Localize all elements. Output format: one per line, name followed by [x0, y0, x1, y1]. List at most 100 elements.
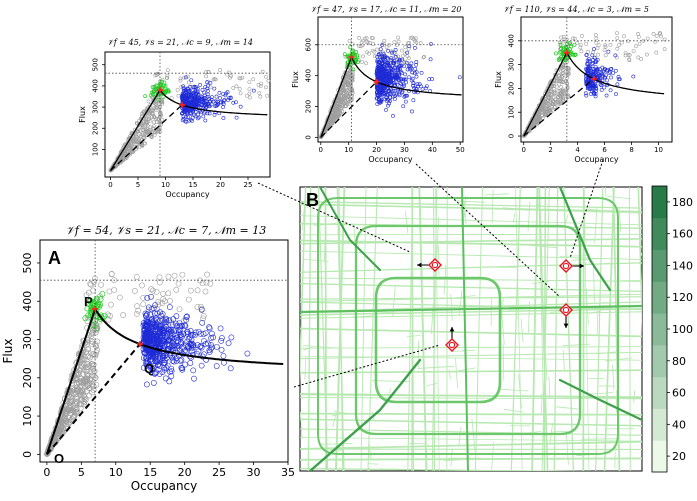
q-marker [373, 78, 380, 85]
congested-point [414, 60, 419, 64]
x-tick-label: 30 [400, 146, 409, 154]
outlier-point [178, 76, 183, 81]
outlier-point [372, 54, 377, 59]
free-flow-point [91, 368, 98, 375]
congested-point [180, 97, 185, 102]
x-tick-label: 10 [161, 181, 170, 189]
congested-point [178, 350, 185, 356]
colorbar-step [652, 217, 667, 251]
outlier-point [360, 60, 364, 64]
outlier-point [421, 55, 426, 60]
congested-point [375, 54, 380, 59]
outlier-point [154, 73, 159, 77]
congested-point [397, 91, 402, 96]
outlier-point [155, 299, 161, 305]
congested-point [393, 65, 398, 70]
congested-point [400, 57, 405, 62]
peak-point [84, 305, 91, 312]
outlier-point [266, 78, 271, 83]
congested-point [400, 89, 405, 94]
peak-point [152, 85, 157, 90]
outlier-point [150, 287, 156, 294]
outlier-point [175, 88, 180, 92]
outlier-point [185, 74, 190, 79]
congested-point [212, 86, 217, 91]
congested-point [162, 352, 169, 359]
outlier-point [258, 94, 263, 99]
free-flow-fit-line [109, 89, 161, 171]
congested-point [394, 70, 399, 75]
congested-point [394, 55, 398, 59]
congested-point [207, 97, 211, 101]
congested-point [149, 351, 156, 358]
outlier-point [396, 39, 401, 44]
q-marker [136, 341, 143, 348]
congested-point [403, 99, 408, 104]
congested-point [218, 100, 223, 104]
x-tick-label: 6 [602, 146, 607, 154]
congested-point [182, 361, 189, 368]
free-flow-point [152, 120, 156, 125]
outlier-point [134, 310, 140, 317]
congested-point [173, 355, 180, 361]
free-flow-point [81, 395, 88, 402]
peak-marker [348, 54, 355, 61]
free-flow-point [82, 379, 88, 386]
congested-point [143, 381, 150, 388]
free-flow-point [71, 402, 78, 409]
colorbar-tick-label: 140 [672, 259, 693, 272]
congested-point [178, 356, 185, 363]
outlier-point [139, 282, 145, 289]
free-flow-point [160, 101, 165, 106]
minor-road [324, 187, 328, 471]
congested-point [208, 335, 215, 341]
free-flow-point [71, 408, 77, 415]
congested-point [212, 112, 217, 117]
outlier-point [175, 280, 182, 287]
q-marker [179, 101, 185, 108]
congested-point [188, 331, 194, 338]
congested-point [413, 45, 417, 50]
free-flow-point [81, 401, 87, 408]
outlier-point [91, 279, 97, 286]
free-flow-point [140, 132, 145, 137]
outlier-point [213, 77, 218, 82]
congested-point [221, 105, 225, 110]
congested-point [196, 112, 200, 117]
congested-point [147, 350, 154, 356]
congested-point [186, 88, 190, 93]
colorbar-tick-label: 160 [672, 228, 693, 241]
peak-point [352, 53, 357, 58]
x-axis-label: Occupancy [368, 155, 413, 164]
free-flow-point [147, 105, 152, 110]
y-tick-label: 400 [305, 69, 313, 82]
inset-b2: 𝒱f = 47, 𝒱s = 17, 𝒩c = 11, 𝒩m = 20 0 10 20… [291, 5, 465, 164]
congested-fit-curve [94, 308, 284, 365]
free-flow-fit-line [320, 56, 353, 138]
outlier-point [229, 73, 234, 78]
congested-point [143, 329, 149, 336]
congested-point [184, 115, 189, 120]
free-flow-point [344, 104, 348, 109]
peak-point [161, 94, 166, 99]
congested-point [405, 93, 409, 98]
congested-point [376, 60, 381, 65]
congested-point [195, 116, 200, 121]
congested-point [148, 333, 155, 340]
colorbar-tick-label: 100 [672, 323, 693, 336]
peak-point [99, 290, 106, 297]
congested-point [182, 342, 189, 349]
peak-point [354, 49, 359, 54]
congested-point [163, 315, 169, 322]
congested-point [147, 323, 154, 330]
free-flow-point [349, 80, 353, 85]
outlier-point [200, 315, 207, 322]
peak-marker [157, 87, 163, 94]
colorbar-tick-label: 120 [672, 291, 693, 304]
congested-point [141, 330, 147, 337]
congested-point [198, 344, 205, 351]
congested-point [198, 83, 202, 87]
inset-b1-title: 𝒱f = 45, 𝒱s = 21, 𝒩c = 9, 𝒩m = 14 [107, 38, 253, 47]
congested-point [396, 76, 401, 81]
free-flow-point [341, 95, 346, 100]
